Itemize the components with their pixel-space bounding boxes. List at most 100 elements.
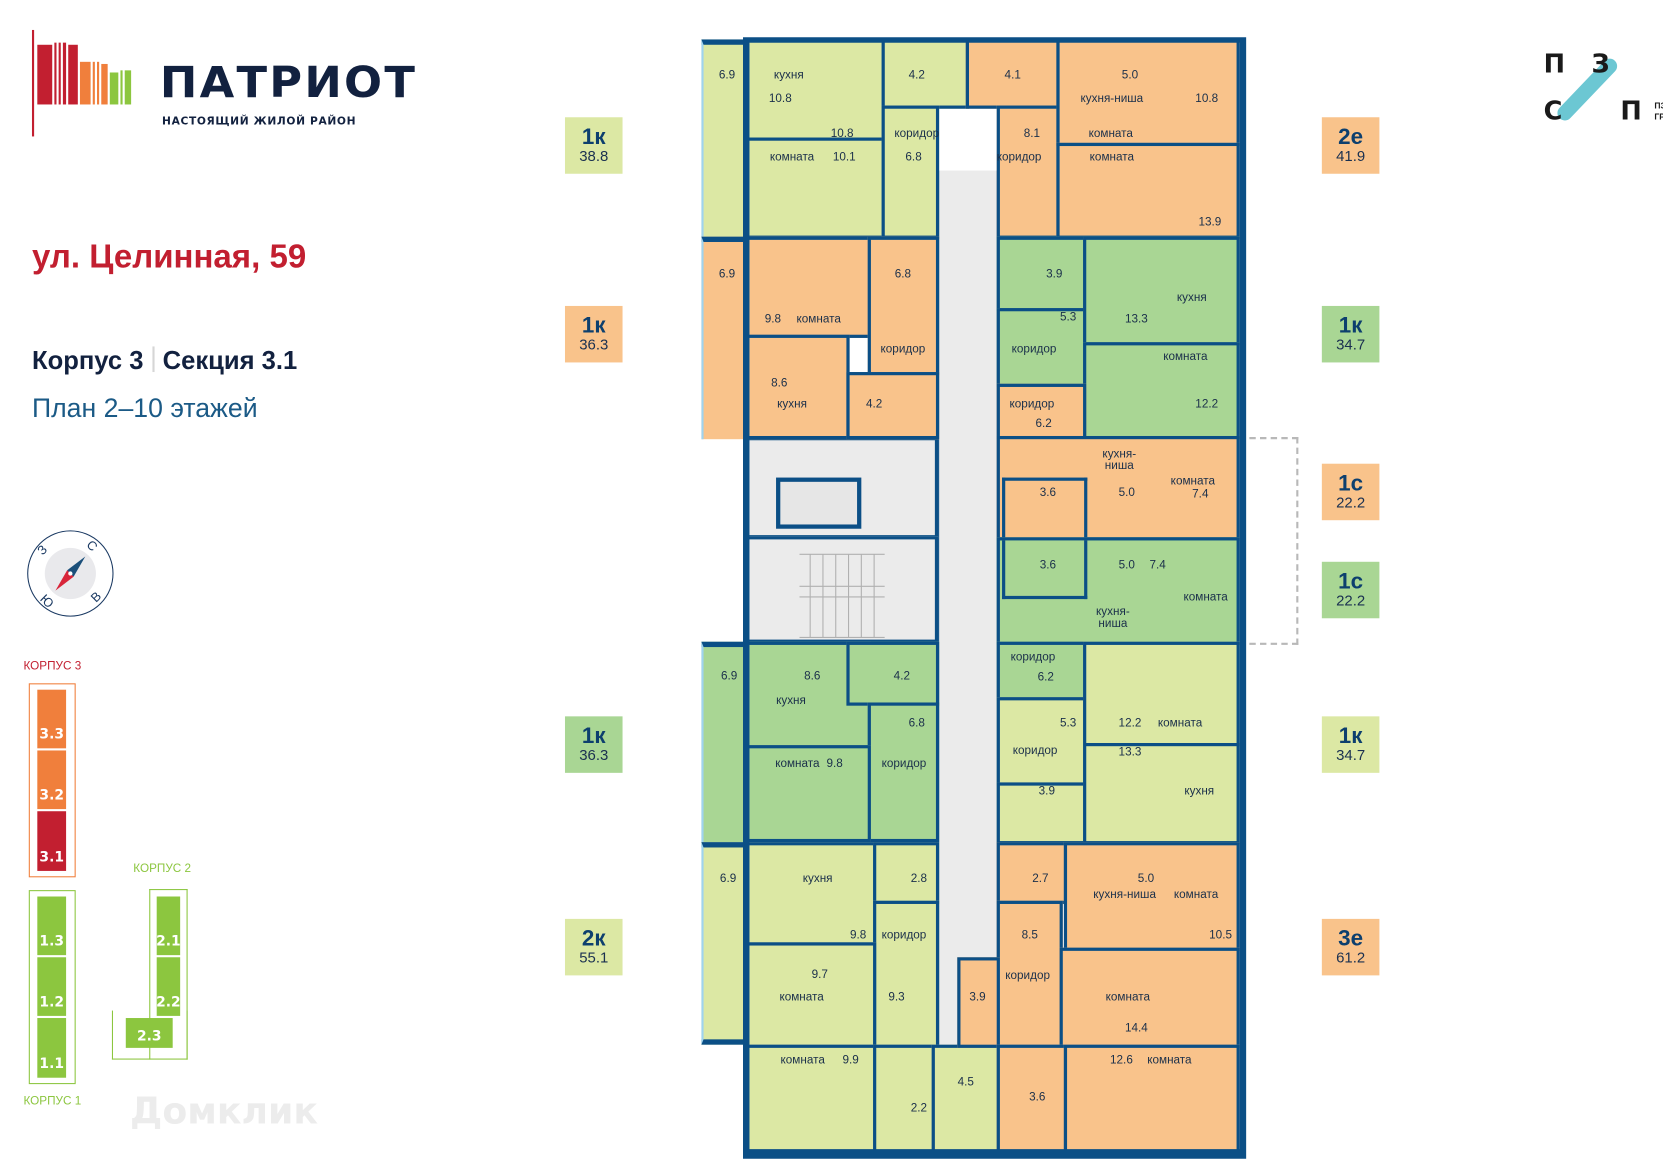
korpus3-label: КОРПУС 3: [23, 659, 82, 673]
room-label: коридор: [1009, 398, 1055, 411]
compass-needle-icon: [27, 530, 114, 617]
apartment-area: 61.2: [1336, 948, 1366, 966]
apartment-type: 1к: [581, 723, 606, 749]
section-3-3[interactable]: 3.3: [37, 689, 67, 749]
apartment-tag[interactable]: 1к 36.3: [564, 305, 623, 363]
apartment-area: 36.3: [579, 335, 609, 353]
apartment-area: 34.7: [1336, 335, 1366, 353]
room-label: 10.8: [1195, 92, 1219, 106]
stairs-icon: [799, 553, 885, 639]
room-label: комната: [780, 1053, 825, 1067]
room-bathroom: [1002, 540, 1088, 600]
room-label: 4.2: [908, 68, 925, 82]
section-1-2[interactable]: 1.2: [37, 957, 67, 1016]
korpus1-outline: [28, 890, 76, 1085]
room-corridor: [996, 697, 1087, 786]
section-1-1[interactable]: 1.1: [37, 1018, 67, 1078]
apartment-tag[interactable]: 1с 22.2: [1321, 463, 1380, 521]
room-bathroom: [873, 842, 940, 904]
room-label: 2.7: [1032, 872, 1049, 886]
room-label: коридор: [1005, 969, 1051, 983]
logo-letter: С: [1543, 95, 1563, 126]
room-wardrobe: [957, 957, 1000, 1048]
room-label: 8.6: [771, 376, 788, 390]
room-label: 8.1: [1023, 127, 1041, 141]
room-kitchen-niche: [1056, 39, 1240, 147]
section-3-1-selected[interactable]: 3.1: [37, 811, 67, 871]
section-3-2[interactable]: 3.2: [37, 750, 67, 810]
room-label: комната: [779, 990, 824, 1004]
room-label: 6.2: [1037, 671, 1054, 684]
room-label: кухня-ниша: [1102, 447, 1137, 473]
developer-name-line2: ГРУПП: [1654, 111, 1663, 122]
room-label: 9.3: [888, 990, 905, 1004]
room-label: комната: [1089, 150, 1135, 164]
room-bathroom: [996, 1044, 1068, 1155]
room-label: коридор: [1012, 744, 1058, 758]
section-2-2[interactable]: 2.2: [156, 957, 181, 1016]
room-label: 12.2: [1195, 398, 1219, 411]
room-label: кухня: [773, 68, 804, 82]
apartment-tag[interactable]: 1с 22.2: [1321, 561, 1380, 619]
balcony: [701, 641, 749, 843]
floors-subtitle: План 2–10 этажей: [31, 393, 258, 424]
patriot-logo-bars-icon: [31, 29, 132, 137]
balcony: [701, 236, 749, 440]
korpus2-outline-base: [111, 1010, 188, 1060]
section-1-3[interactable]: 1.3: [37, 896, 67, 956]
room-label: комната: [775, 757, 820, 771]
room-label: 9.7: [811, 968, 828, 982]
room-corridor: [881, 105, 940, 239]
room-label: кухня: [776, 694, 806, 708]
room-label: 12.2: [1118, 716, 1142, 730]
room-label: 6.9: [718, 68, 736, 82]
apartment-tag[interactable]: 1к 34.7: [1321, 716, 1380, 773]
room-label: 7.4: [1192, 487, 1209, 501]
room-label: 4.1: [1004, 68, 1021, 82]
room-label: 8.5: [1021, 929, 1038, 942]
room-label: 5.3: [1059, 716, 1077, 730]
korpus3-outline: [28, 683, 76, 878]
room-bedroom: [1059, 947, 1240, 1048]
room-label: 10.5: [1209, 929, 1232, 942]
apartment-tag[interactable]: 1к 38.8: [564, 117, 623, 174]
apartment-type: 1с: [1338, 569, 1364, 594]
room-label: 12.6: [1110, 1053, 1133, 1067]
room-label: кухня-ниша: [1093, 888, 1156, 902]
room-bedroom: [746, 1044, 877, 1155]
domclick-watermark: Домклик: [130, 1090, 319, 1134]
room-label: 6.8: [894, 268, 912, 281]
room-label: 13.3: [1124, 312, 1148, 326]
room-label: 10.8: [768, 92, 792, 106]
building-outer-wall: [743, 37, 1247, 1159]
room-bathroom: [1002, 477, 1088, 539]
korpus2-outline: [149, 889, 188, 1060]
section-2-1[interactable]: 2.1: [156, 896, 181, 956]
room-label: кухня-ниша: [1080, 92, 1144, 106]
apartment-tag[interactable]: 3е 61.2: [1321, 918, 1380, 976]
room-label: 3.6: [1029, 1091, 1046, 1104]
room-label: 14.4: [1124, 1021, 1148, 1035]
apartment-tag[interactable]: 2е 41.9: [1321, 117, 1380, 174]
apartment-area: 41.9: [1336, 147, 1366, 165]
apartment-area: 36.3: [579, 746, 609, 764]
room-label: 3.9: [969, 990, 986, 1004]
room-label: комната: [1147, 1053, 1192, 1067]
room-corridor: [996, 308, 1087, 387]
apartment-tag[interactable]: 1к 36.3: [564, 716, 623, 773]
apartment-tag[interactable]: 1к 34.7: [1321, 305, 1380, 363]
patriot-logo-text: ПАТРИОТ: [159, 58, 418, 108]
room-label: 6.9: [718, 268, 736, 281]
room-label: 13.3: [1118, 745, 1142, 759]
room-label: 8.6: [804, 669, 821, 683]
apartment-tag[interactable]: 2к 55.1: [564, 918, 623, 976]
apartment-type: 1к: [581, 313, 606, 338]
apartment-area: 22.2: [1336, 493, 1366, 511]
apartment-type: 2к: [581, 926, 606, 951]
room-label: 2.2: [910, 1101, 928, 1115]
apartment-type: 1к: [1338, 313, 1363, 338]
room-label: 2.8: [910, 872, 928, 886]
section-2-3[interactable]: 2.3: [125, 1018, 173, 1048]
